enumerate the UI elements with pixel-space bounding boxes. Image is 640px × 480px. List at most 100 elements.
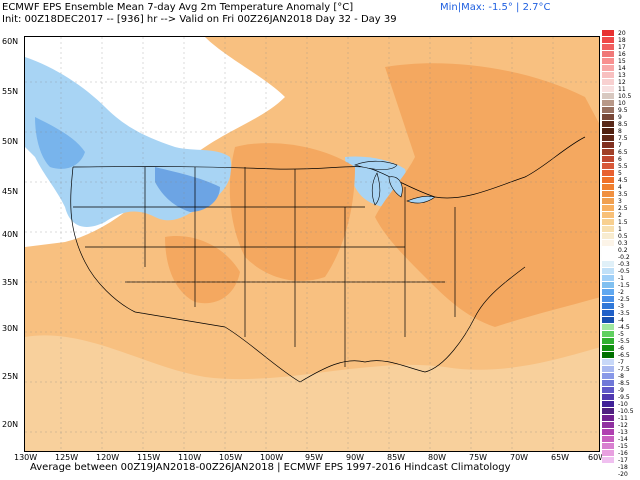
cold-anomaly-core — [35, 117, 85, 169]
colorbar-swatch — [602, 114, 614, 121]
colorbar-label: 8 — [618, 128, 622, 135]
lon-label-100w: 100W — [260, 453, 284, 462]
colorbar-swatch — [602, 373, 614, 380]
colorbar-swatch — [602, 65, 614, 72]
lat-label-45n: 45N — [2, 187, 19, 196]
colorbar-label: -2 — [618, 289, 624, 296]
lon-label-105w: 105W — [219, 453, 243, 462]
colorbar-swatch — [602, 317, 614, 324]
colorbar-label: 6 — [618, 156, 622, 163]
colorbar-label: -0.2 — [618, 254, 630, 261]
colorbar-label: -3.5 — [618, 310, 630, 317]
colorbar-label: -14 — [618, 436, 628, 443]
colorbar-label: -15 — [618, 443, 628, 450]
lat-label-20n: 20N — [2, 420, 19, 429]
colorbar-swatch — [602, 30, 614, 37]
lon-label-70w: 70W — [510, 453, 529, 462]
lon-label-120w: 120W — [96, 453, 120, 462]
colorbar-swatch — [602, 345, 614, 352]
colorbar-label: 2.5 — [618, 205, 628, 212]
colorbar-label: -5 — [618, 331, 624, 338]
colorbar-swatch — [602, 191, 614, 198]
colorbar-label: -12 — [618, 422, 628, 429]
colorbar-swatch — [602, 205, 614, 212]
colorbar-label: 8.5 — [618, 121, 628, 128]
colorbar-label: 10 — [618, 100, 626, 107]
colorbar-label: 6.5 — [618, 149, 628, 156]
colorbar-swatch — [602, 303, 614, 310]
colorbar-swatch — [602, 254, 614, 261]
colorbar-swatch — [602, 79, 614, 86]
colorbar-swatch — [602, 296, 614, 303]
colorbar-label: -2.5 — [618, 296, 630, 303]
colorbar-label: 10.5 — [618, 93, 632, 100]
colorbar-label: -10.5 — [618, 408, 634, 415]
colorbar-label: 4.5 — [618, 177, 628, 184]
colorbar-swatch — [602, 72, 614, 79]
colorbar-label: 17 — [618, 44, 626, 51]
colorbar-label: -20 — [618, 471, 628, 478]
colorbar-label: -16 — [618, 450, 628, 457]
colorbar-label: -1.5 — [618, 282, 630, 289]
colorbar-swatch — [602, 387, 614, 394]
colorbar-swatch — [602, 51, 614, 58]
colorbar-label: -6.5 — [618, 352, 630, 359]
lat-label-50n: 50N — [2, 137, 19, 146]
colorbar-swatch — [602, 107, 614, 114]
colorbar-label: -0.5 — [618, 268, 630, 275]
colorbar-swatch — [602, 86, 614, 93]
colorbar-label: 9.5 — [618, 107, 628, 114]
colorbar-swatch — [602, 44, 614, 51]
colorbar-label: 11 — [618, 86, 626, 93]
colorbar-label: -11 — [618, 415, 628, 422]
colorbar-label: 7 — [618, 142, 622, 149]
colorbar-swatch — [602, 163, 614, 170]
colorbar-swatch — [602, 282, 614, 289]
colorbar-label: 5 — [618, 170, 622, 177]
colorbar-swatch — [602, 450, 614, 457]
warm-anomaly-southwest — [165, 236, 240, 304]
colorbar-label: 2 — [618, 212, 622, 219]
colorbar-label: -1 — [618, 275, 624, 282]
lon-label-80w: 80W — [428, 453, 447, 462]
colorbar-label: 1 — [618, 226, 622, 233]
colorbar-label: -8.5 — [618, 380, 630, 387]
colorbar-swatch — [602, 415, 614, 422]
lon-label-60w: 60W — [588, 453, 607, 462]
colorbar-swatch — [602, 93, 614, 100]
colorbar-swatch — [602, 121, 614, 128]
colorbar-label: 3.5 — [618, 191, 628, 198]
colorbar-swatch — [602, 58, 614, 65]
warm-anomaly-east — [375, 63, 599, 327]
colorbar-label: 7.5 — [618, 135, 628, 142]
colorbar-labels: 20 18 17 16 15 14 13 12 11 10.5 10 9.5 9 8.5 8 7.5 7 6.5 6… — [618, 30, 640, 478]
colorbar-swatch — [602, 156, 614, 163]
colorbar-swatch — [602, 289, 614, 296]
colorbar-label: 14 — [618, 65, 626, 72]
colorbar-label: 15 — [618, 58, 626, 65]
lat-label-60n: 60N — [2, 37, 19, 46]
colorbar-label: -6 — [618, 345, 624, 352]
colorbar-label: -9 — [618, 387, 624, 394]
footer-caption: Average between 00Z19JAN2018-00Z26JAN201… — [30, 462, 511, 473]
colorbar-label: 3 — [618, 198, 622, 205]
colorbar-swatch — [602, 170, 614, 177]
colorbar-label: -13 — [618, 429, 628, 436]
colorbar-label: 5.5 — [618, 163, 628, 170]
colorbar-swatch — [602, 380, 614, 387]
colorbar-swatch — [602, 135, 614, 142]
lat-label-25n: 25N — [2, 372, 19, 381]
lon-label-65w: 65W — [551, 453, 570, 462]
colorbar-swatch — [602, 177, 614, 184]
colorbar-label: -7.5 — [618, 366, 630, 373]
colorbar-label: -10 — [618, 401, 628, 408]
temperature-anomaly-map — [24, 36, 600, 452]
colorbar-swatch — [602, 436, 614, 443]
colorbar-swatch — [602, 212, 614, 219]
colorbar-swatch — [602, 233, 614, 240]
colorbar-label: -9.5 — [618, 394, 630, 401]
colorbar-swatch — [602, 457, 614, 464]
lon-label-130w: 130W — [14, 453, 38, 462]
lat-label-35n: 35N — [2, 278, 19, 287]
colorbar-swatch — [602, 226, 614, 233]
